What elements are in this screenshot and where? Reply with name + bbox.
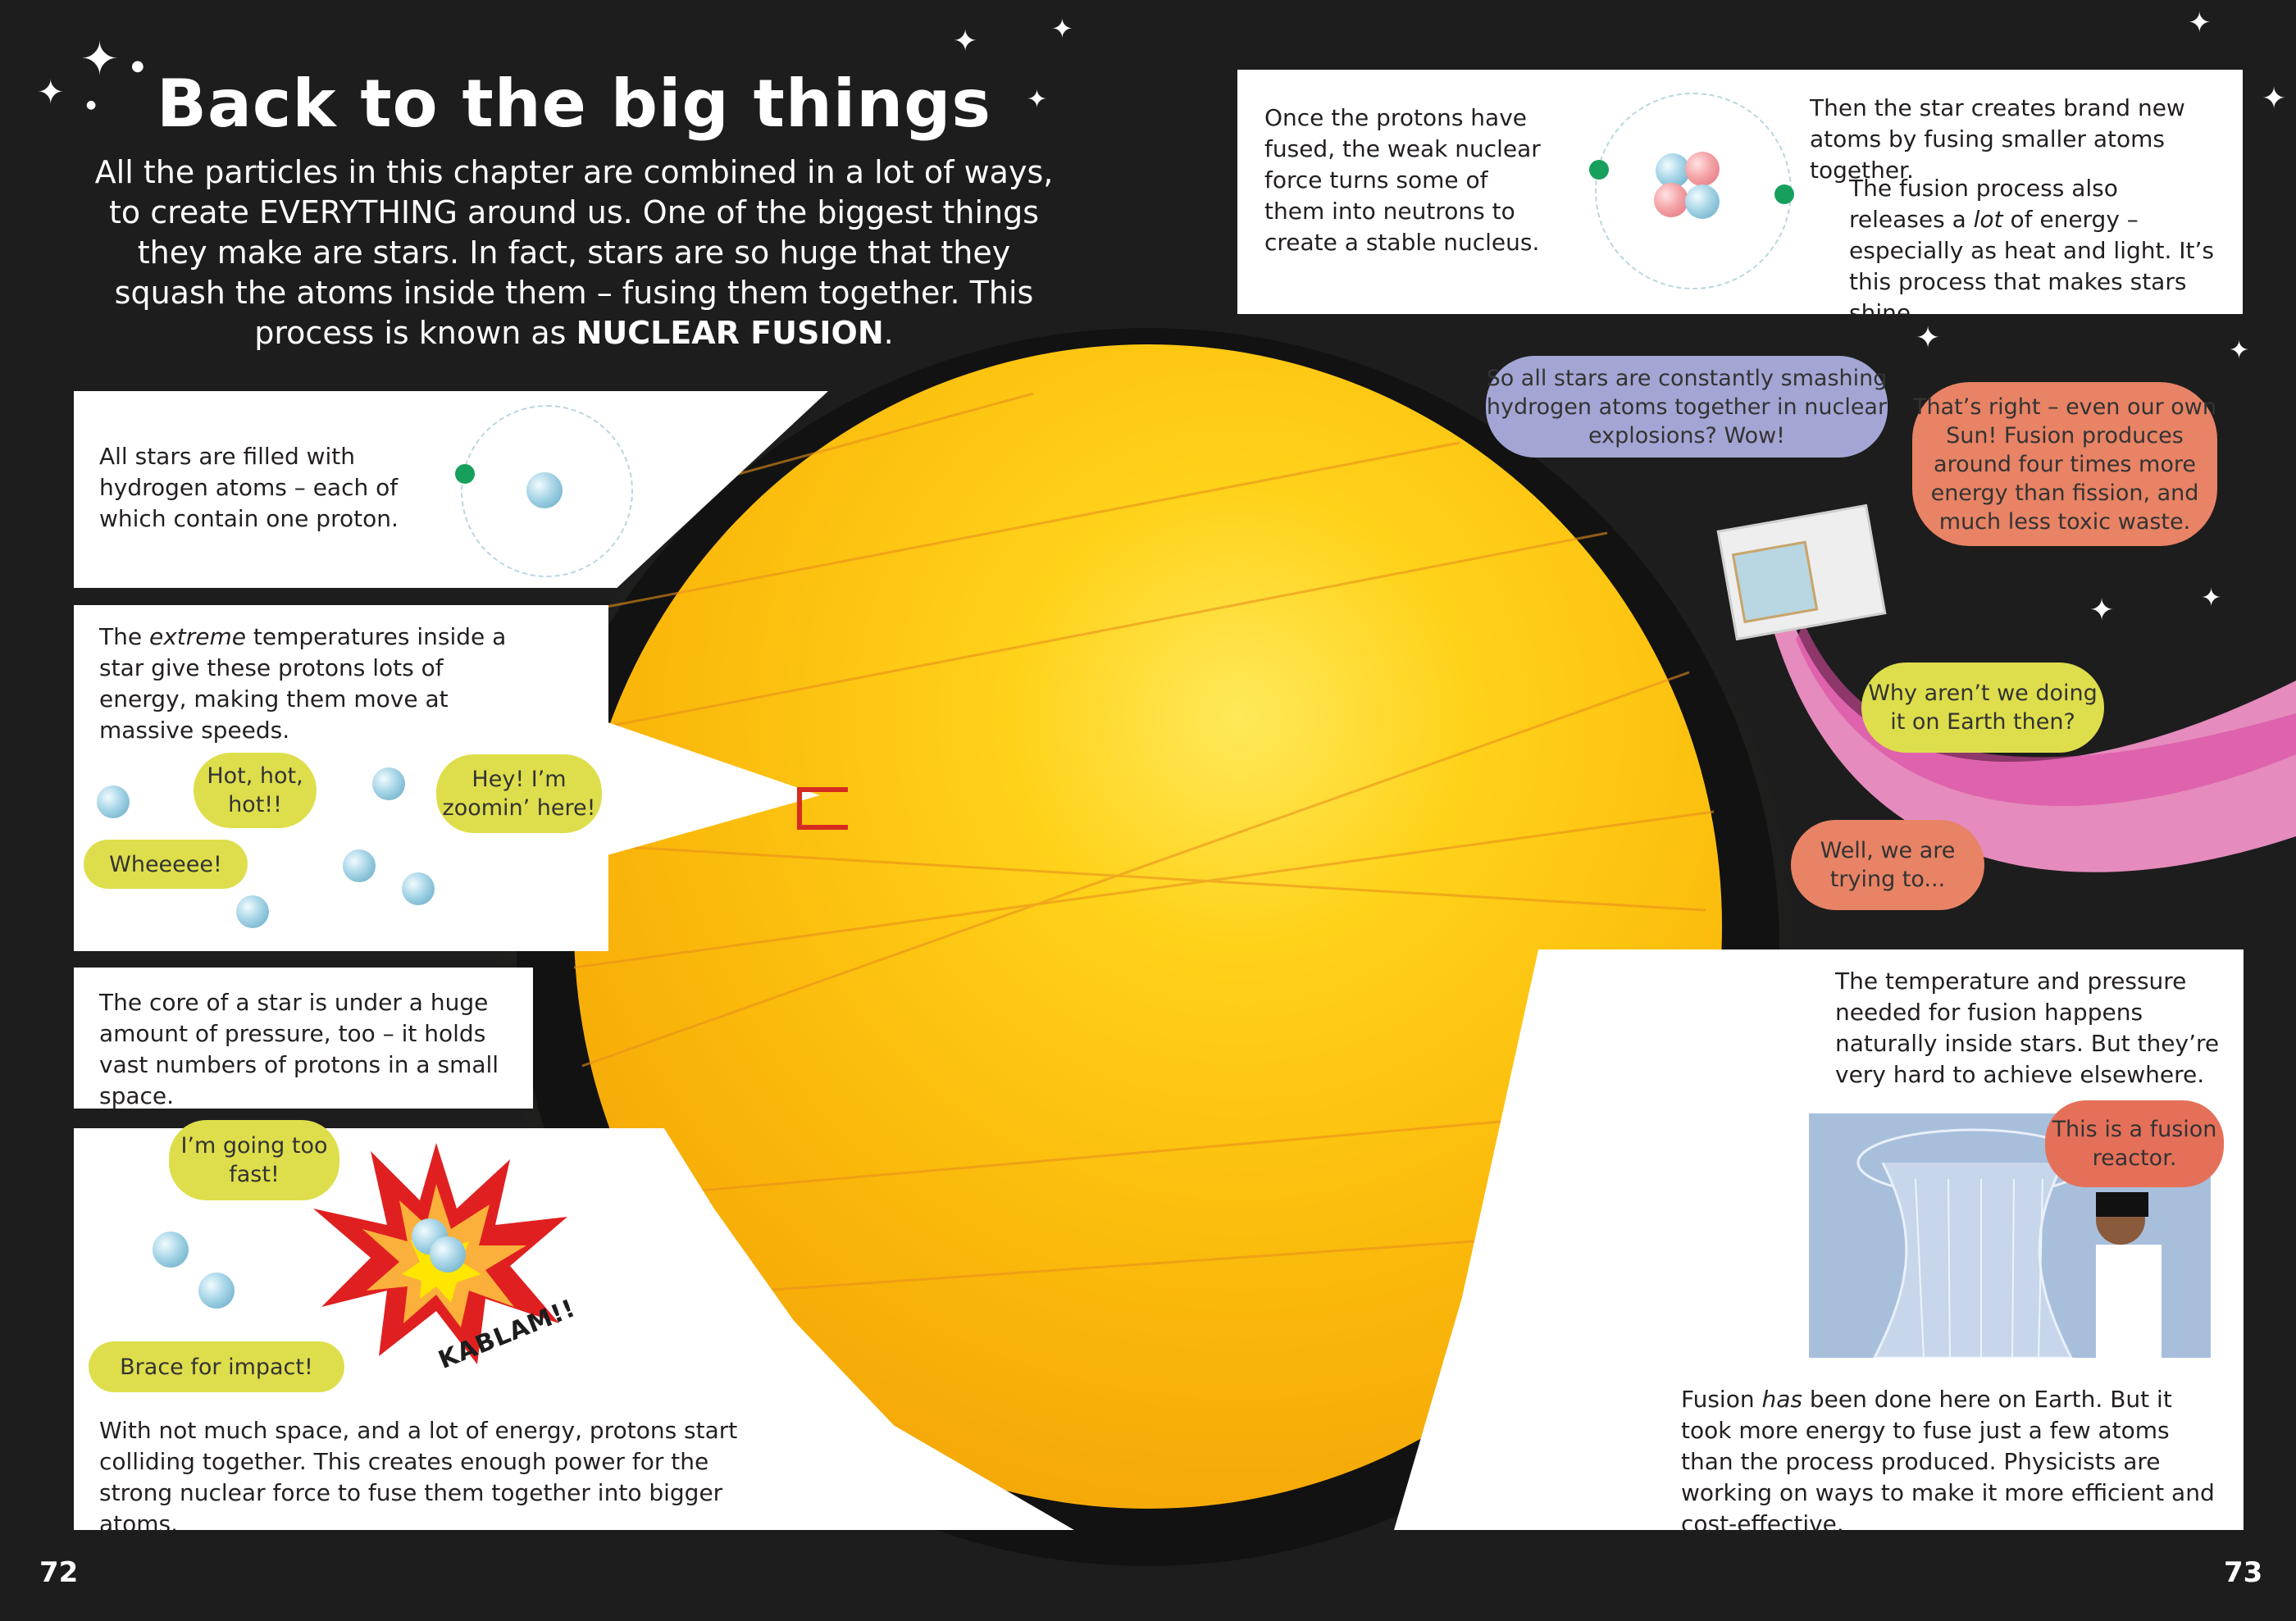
sparkle-icon: ✦ xyxy=(1027,85,1048,114)
intro-end: . xyxy=(883,315,894,351)
electron-icon xyxy=(1589,160,1609,180)
new-atoms-text: Then the star creates brand new atoms by… xyxy=(1810,94,2185,184)
proton-icon xyxy=(343,849,376,882)
fusion-on-earth-text: Fusion has been done here on Earth. But … xyxy=(1681,1384,2222,1540)
fusion-atoms-panel: Once the protons have fused, the weak nu… xyxy=(1237,70,2243,326)
sparkle-icon: ✦ xyxy=(2201,584,2222,612)
reactor-bubble: This is a fusion reactor. xyxy=(2045,1100,2224,1187)
neutron-icon xyxy=(1685,184,1720,219)
reactor-drawing xyxy=(1856,1128,2162,1358)
sparkle-icon: ✦ xyxy=(953,25,978,58)
sparkle-icon: ✦ xyxy=(80,33,119,86)
proton-icon xyxy=(97,785,130,818)
why-not-bubble: Why aren’t we doing it on Earth then? xyxy=(1861,663,2104,753)
neutron-icon xyxy=(1656,153,1690,188)
energy-text-pre: The fusion process also releases a xyxy=(1849,175,2118,233)
page-number-right: 73 xyxy=(2224,1556,2263,1589)
sparkle-icon: ✦ xyxy=(2188,7,2212,39)
trying-bubble: Well, we are trying to... xyxy=(1791,820,1984,910)
sparkle-icon: ✦ xyxy=(2262,82,2287,116)
fusion-earth-post: been done here on Earth. But it took mor… xyxy=(1681,1386,2215,1537)
hot-bubble: Hot, hot, hot!! xyxy=(194,753,317,828)
hydrogen-text: All stars are filled with hydrogen atoms… xyxy=(99,443,399,532)
thats-right-bubble: That’s right – even our own Sun! Fusion … xyxy=(1912,382,2217,546)
proton-icon xyxy=(526,472,563,508)
intro-text: All the particles in this chapter are co… xyxy=(94,154,1054,351)
pressure-panel xyxy=(74,968,533,1109)
too-fast-bubble: I’m going too fast! xyxy=(169,1120,339,1200)
temperature-text: The extreme temperatures inside a star g… xyxy=(99,622,526,746)
fusion-earth-pre: Fusion xyxy=(1681,1386,1755,1413)
intro-emphasis: NUCLEAR FUSION xyxy=(576,315,884,351)
energy-text-em: lot xyxy=(1973,206,2003,233)
fusion-earth-em: has xyxy=(1761,1386,1802,1413)
sparkle-icon: ✦ xyxy=(37,74,65,112)
zoom-marker xyxy=(797,787,848,830)
sparkle-icon: ✦ xyxy=(2229,336,2250,365)
sparkle-icon: ✦ xyxy=(1916,321,1941,355)
temperature-text-em: extreme xyxy=(148,623,246,650)
proton-icon xyxy=(198,1273,235,1309)
proton-icon xyxy=(402,872,435,905)
proton-icon xyxy=(153,1232,189,1268)
smashing-bubble: So all stars are constantly smashing hyd… xyxy=(1486,356,1888,458)
intro-paragraph: All the particles in this chapter are co… xyxy=(82,153,1066,353)
electron-icon xyxy=(1774,184,1794,204)
brace-bubble: Brace for impact! xyxy=(89,1341,344,1392)
sun-streaks xyxy=(574,392,1715,1297)
electron-icon xyxy=(455,464,475,484)
colliding-text: With not much space, and a lot of energy… xyxy=(99,1417,738,1537)
energy-trail xyxy=(1771,607,2296,872)
zoom-pointer xyxy=(558,705,820,869)
energy-release-text: The fusion process also releases a lot o… xyxy=(1849,173,2218,329)
proton-icon xyxy=(236,895,269,928)
temperature-pressure-text: The temperature and pressure needed for … xyxy=(1835,968,2220,1088)
sparkle-icon: ✦ xyxy=(1051,13,1073,44)
sparkle-icon: ● xyxy=(131,57,144,75)
sparkle-icon: ✦ xyxy=(2089,594,2115,627)
page-number-left: 72 xyxy=(39,1556,79,1589)
hydrogen-orbit xyxy=(461,405,633,577)
pressure-text: The core of a star is under a huge amoun… xyxy=(99,989,499,1109)
page-title: Back to the big things xyxy=(156,66,992,142)
zoomin-bubble: Hey! I’m zoomin’ here! xyxy=(436,754,602,833)
capsule-window xyxy=(1731,540,1819,624)
fused-protons-text: Once the protons have fused, the weak nu… xyxy=(1264,104,1541,256)
energy-text-post: of energy – especially as heat and light… xyxy=(1849,206,2214,326)
sparkle-icon: ● xyxy=(86,98,97,112)
wheee-bubble: Wheeeee! xyxy=(84,840,248,889)
proton-icon xyxy=(372,767,405,800)
proton-icon xyxy=(1685,152,1720,186)
proton-icon xyxy=(1654,183,1688,217)
temperature-text-pre: The xyxy=(99,623,143,650)
proton-icon xyxy=(430,1236,466,1273)
temperature-text-post: temperatures inside a star give these pr… xyxy=(99,623,507,744)
